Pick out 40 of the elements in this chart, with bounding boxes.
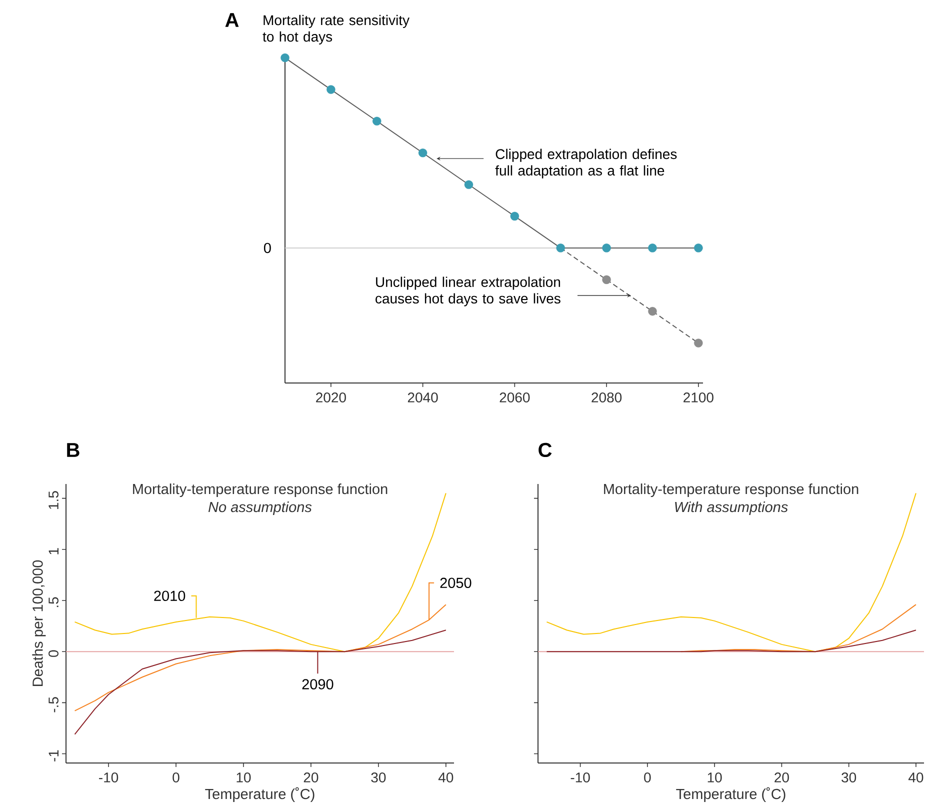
- y-tick-label: 0: [48, 650, 58, 657]
- annotation: 2090: [302, 679, 334, 690]
- x-tick-label: 20: [774, 772, 789, 782]
- y-tick-label: -1: [48, 750, 58, 762]
- x-tick-label: 0: [172, 772, 180, 782]
- y-tick-label: -.5: [48, 697, 58, 712]
- x-tick-label: 10: [708, 772, 722, 782]
- annotation: 2010: [154, 590, 186, 601]
- x-tick-label: 40: [908, 772, 924, 782]
- chart-subtitle: Mortality-temperature response function: [133, 484, 388, 498]
- ref-line-label: 0: [264, 242, 271, 254]
- annotation: 2050: [440, 578, 472, 588]
- x-axis-title: Temperature (˚C): [205, 787, 314, 802]
- annotation: With assumptions: [675, 502, 788, 516]
- annotation: No assumptions: [208, 502, 312, 516]
- x-tick-label: 20: [304, 772, 318, 782]
- x-tick-label: 40: [438, 772, 454, 782]
- x-tick-label: 2080: [592, 392, 622, 402]
- x-tick-label: -10: [99, 772, 118, 782]
- x-tick-label: 10: [236, 772, 251, 782]
- y-axis-title: Mortality rate sensitivity to hot days: [262, 14, 410, 44]
- y-tick-label: 1.5: [48, 491, 58, 509]
- y-tick-label: 1: [48, 548, 58, 554]
- chart-title: B: [67, 443, 80, 457]
- chart-title: A: [225, 13, 239, 27]
- x-axis-title: Temperature (˚C): [676, 787, 786, 802]
- chart-title: C: [538, 442, 552, 458]
- x-tick-label: 30: [842, 772, 856, 782]
- x-tick-label: -10: [570, 772, 590, 782]
- annotation: Unclipped linear extrapolation causes hot days to save lives: [376, 276, 560, 306]
- y-axis-title: Deaths per 100,000: [32, 560, 46, 686]
- y-tick-label: .5: [48, 597, 58, 608]
- x-tick-label: 2060: [500, 392, 530, 402]
- annotation: Clipped extrapolation defines full adaptation as a flat line: [495, 148, 677, 178]
- x-tick-label: 2100: [684, 392, 714, 402]
- x-tick-label: 30: [371, 772, 386, 782]
- x-tick-label: 2020: [316, 392, 346, 402]
- x-tick-label: 2040: [408, 392, 438, 402]
- chart-subtitle: Mortality-temperature response function: [604, 484, 858, 498]
- x-tick-label: 0: [644, 772, 651, 782]
